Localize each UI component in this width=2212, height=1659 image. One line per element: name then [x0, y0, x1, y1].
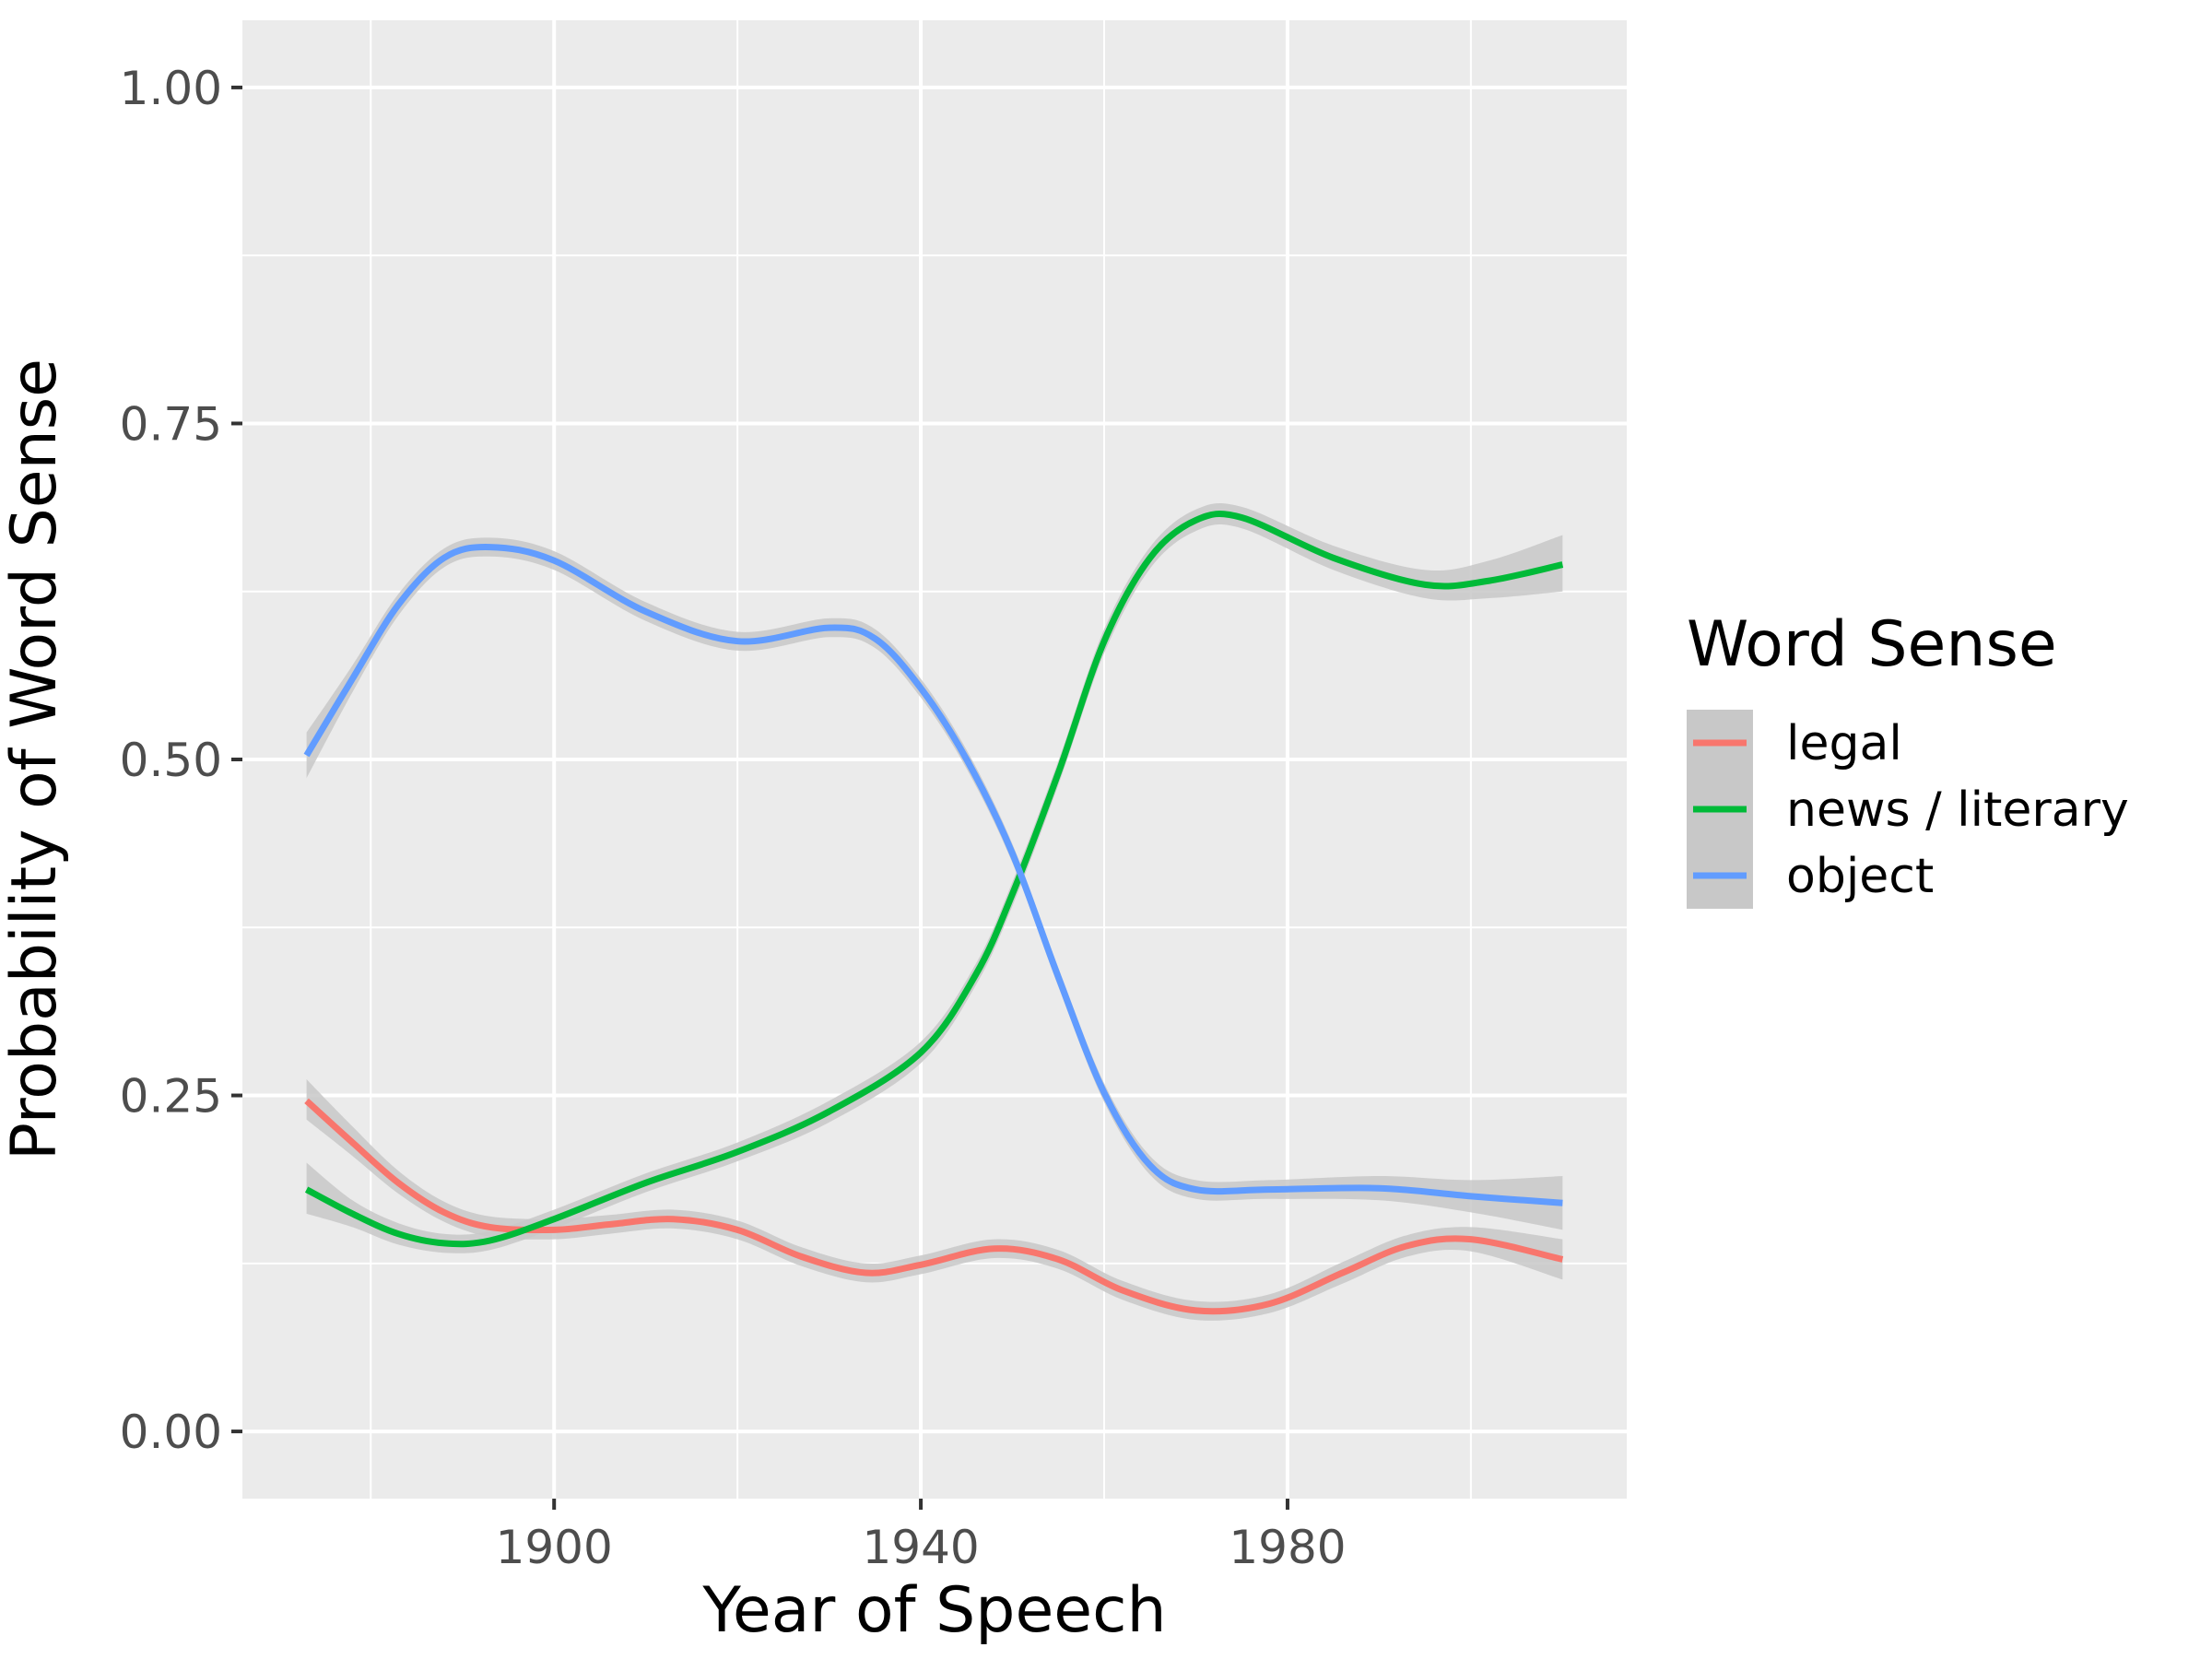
series-lines	[303, 511, 1564, 1315]
legend-label-news-literary: news / literary	[1786, 782, 2129, 838]
legend-label-legal: legal	[1786, 716, 1902, 771]
line-legal	[304, 1098, 1564, 1315]
x-tick-label: 1940	[862, 1521, 979, 1574]
y-tick-label: 0.00	[120, 1406, 222, 1459]
x-tick-label: 1980	[1229, 1521, 1346, 1574]
y-tick-label: 0.75	[120, 397, 222, 451]
major-gridlines	[242, 20, 1627, 1499]
confidence-ribbons	[306, 502, 1563, 1321]
tick-labels: 1900 1940 1980 0.00 0.25 0.50 0.75 1.00	[120, 62, 1347, 1574]
x-tick-label: 1900	[496, 1521, 613, 1574]
axis-ticks	[231, 85, 1289, 1510]
legend: Word Sense legal news / literary object	[1687, 608, 2129, 909]
legend-label-object: object	[1786, 849, 1934, 904]
legend-keys: legal news / literary object	[1687, 710, 2129, 909]
line-news-literary	[304, 511, 1564, 1248]
x-axis-title: Year of Speech	[701, 1574, 1166, 1647]
y-tick-label: 1.00	[120, 62, 222, 115]
legend-title: Word Sense	[1687, 608, 2057, 681]
y-axis-title: Probability of Word Sense	[0, 359, 71, 1160]
y-tick-label: 0.50	[120, 734, 222, 787]
ribbon-news-literary	[306, 502, 1563, 1253]
y-tick-label: 0.25	[120, 1070, 222, 1124]
line-object	[303, 544, 1563, 1206]
